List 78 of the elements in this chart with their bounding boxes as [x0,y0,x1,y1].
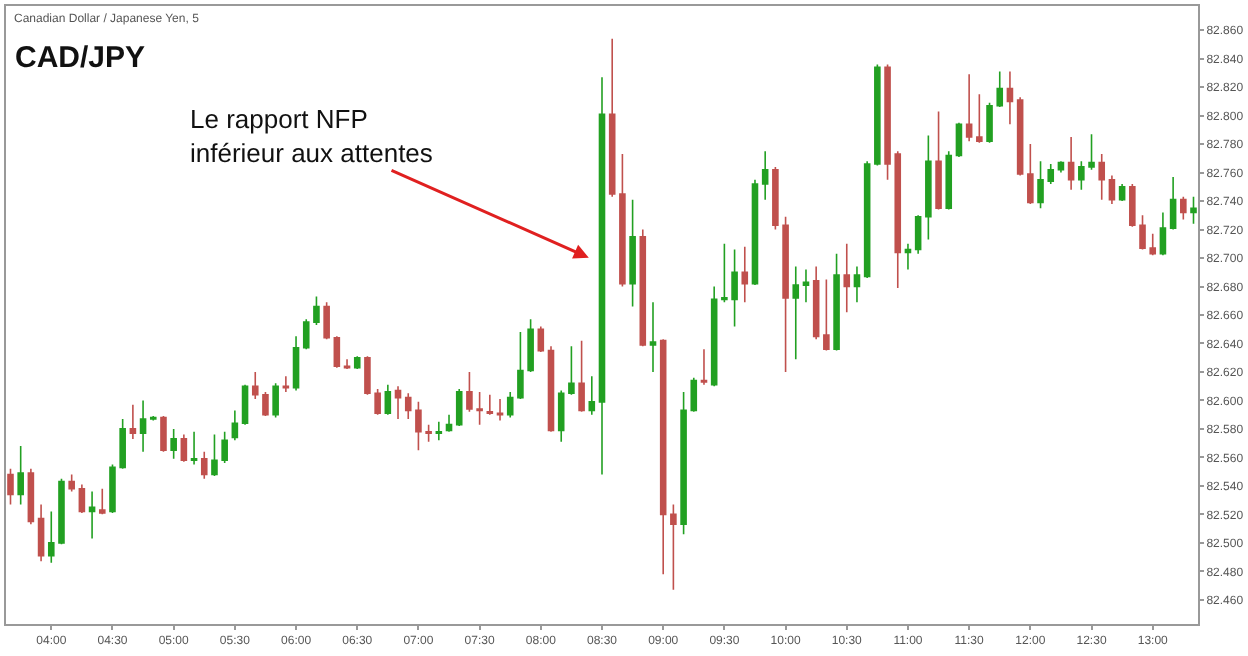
candlestick [1098,153,1106,201]
candlestick [170,428,177,460]
candlestick [812,265,820,340]
candlestick [843,243,851,313]
candlestick [823,278,830,352]
candlestick [180,433,188,463]
candlestick [925,134,932,241]
candlestick [1067,136,1075,191]
candlestick [190,430,198,466]
candlestick [78,483,86,514]
candlestick [435,421,443,442]
candlestick [578,339,585,413]
candlestick [659,338,667,575]
candlestick [547,345,555,433]
candlestick [1180,196,1187,221]
candlestick [241,383,249,426]
candlestick [639,228,647,348]
candlestick [853,265,861,303]
candlestick [231,409,239,442]
candlestick [863,160,871,279]
candlestick [945,150,953,211]
candlestick [955,121,963,158]
candlestick [598,76,606,476]
candlestick [874,63,881,167]
candlestick [139,399,147,453]
candlestick [98,487,106,516]
candlestick [384,383,392,416]
candlestick [588,375,596,416]
candlestick [272,382,279,419]
candlestick [282,375,290,393]
candlestick [445,413,453,433]
candlestick [1006,70,1014,125]
candlestick [68,473,75,493]
candlestick [496,398,504,422]
candlestick [160,415,167,453]
candlestick [741,245,749,303]
candlestick [88,490,96,540]
candlestick [7,467,14,506]
candlestick [343,358,351,370]
candlestick [629,198,636,308]
candlestick [17,445,24,506]
candlestick [486,393,494,416]
annotation: Le rapport NFP inférieur aux attentes [190,104,434,168]
candlestick [323,301,330,340]
candlestick [751,178,759,286]
text: CAD/JPY [14,40,146,75]
candlestick [1108,174,1116,205]
candlestick [200,450,208,480]
candlestick [1169,176,1177,231]
candlestick [710,285,718,387]
candlestick [353,355,361,370]
candlestick [649,301,657,373]
candlestick [914,214,922,255]
candlestick [37,503,45,563]
candlestick [802,268,810,303]
candlestick [965,73,973,143]
candlestick [1027,143,1034,205]
candlestick [455,388,463,427]
candlestick [670,503,677,591]
candlestick [761,150,769,201]
candlestick [1118,183,1126,202]
candlestick [700,348,708,386]
candlestick [1016,96,1024,177]
candlestick [333,335,341,369]
candlestick [129,403,137,440]
candlestick [394,385,402,420]
candlestick [792,265,800,360]
candlestick [1190,196,1197,225]
candlestick [833,252,840,352]
candlestick [537,325,545,353]
candlestick [976,93,983,144]
candlestick [1159,211,1167,256]
candlestick [292,335,300,392]
candlestick [27,467,35,526]
candlestick [149,415,157,422]
candlestick [1057,160,1065,174]
candlestick [935,110,942,211]
candlestick [904,243,912,271]
